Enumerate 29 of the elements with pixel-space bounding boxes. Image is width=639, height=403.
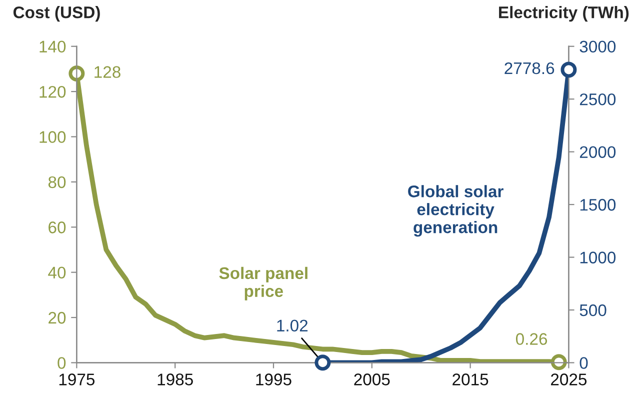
x-tick-label: 1985 [158,374,193,386]
x-tick-label: 2025 [551,374,587,386]
y-tick-label: 60 [48,222,66,234]
y2-tick-label: 2000 [580,146,616,158]
y2-tick-label: 1000 [580,252,616,264]
y2-tick-label: 2500 [580,93,616,106]
data-label: 0.26 [516,333,548,345]
y-tick-label: 0 [58,357,66,369]
x-tick-label: 1995 [256,374,292,386]
y-axis-title: Cost (USD) [13,6,100,22]
y-tick-label: 20 [48,312,66,324]
y2-tick-label: 3000 [580,40,616,53]
y2-tick-label: 0 [580,357,588,369]
x-tick-label: 1975 [59,374,95,386]
y-tick-label: 80 [48,176,66,188]
y-tick-label: 120 [40,86,66,98]
y-tick-label: 40 [48,266,66,279]
data-label: 128 [94,66,120,78]
y2-tick-label: 500 [580,304,606,316]
y2-axis-title: Electricity (TWh) [499,6,629,22]
x-tick-label: 2015 [452,374,488,386]
text: Global solar electricity generation [408,185,504,237]
data-label: 1.02 [277,320,308,332]
data-label: 2778.6 [504,62,554,74]
y2-tick-label: 1500 [580,198,616,211]
y-tick-label: 140 [40,40,66,53]
y-tick-label: 100 [40,131,66,143]
x-tick-label: 2005 [354,374,390,386]
text: Solar panel price [219,266,308,300]
